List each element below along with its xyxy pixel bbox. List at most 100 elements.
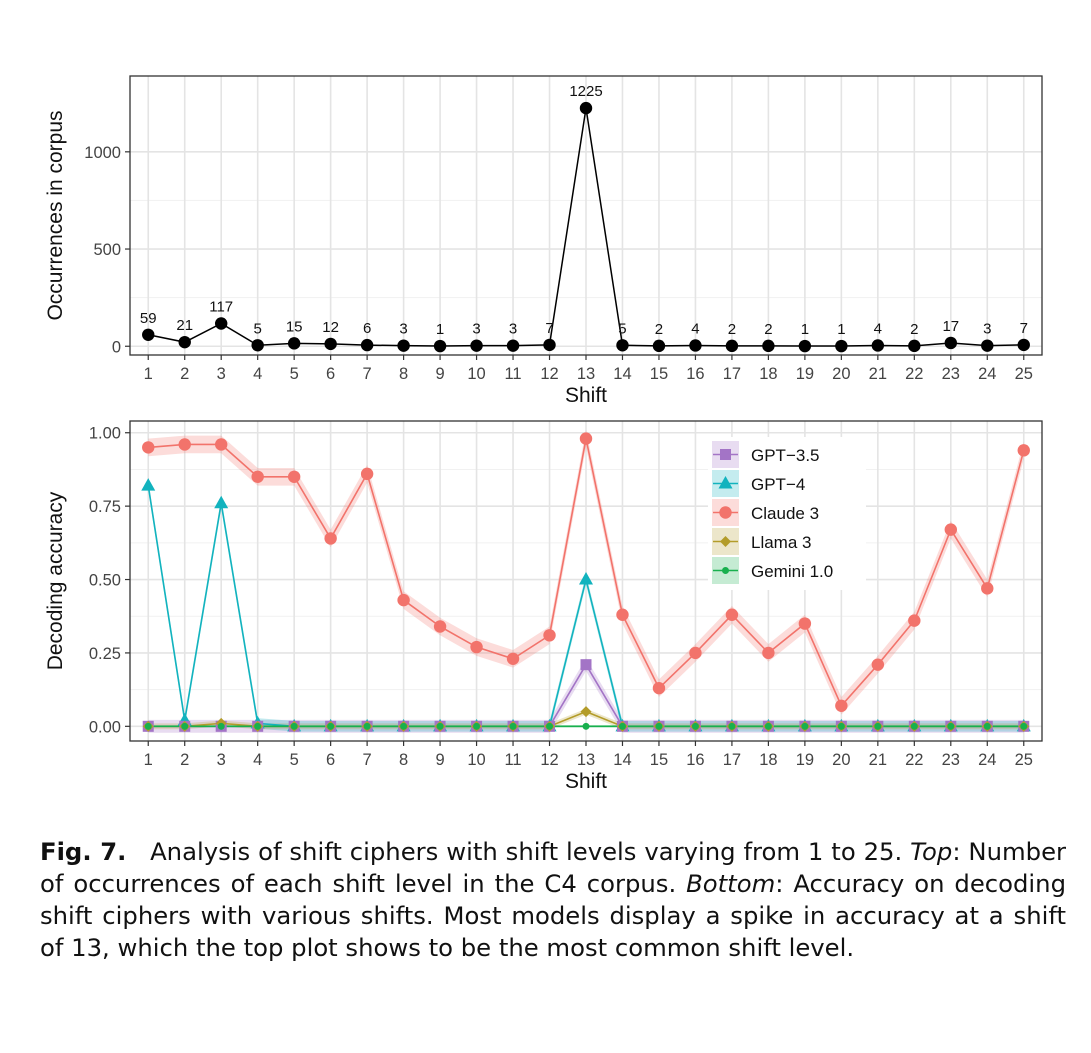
- top-x-tick-label: 24: [978, 365, 996, 383]
- bottom-x-tick-label: 3: [217, 751, 226, 769]
- occurrences-data-label: 5: [618, 320, 626, 337]
- top-x-tick-label: 20: [832, 365, 850, 383]
- legend-label: GPT−4: [751, 475, 805, 494]
- series-point: [944, 523, 957, 536]
- top-x-tick-label: 19: [796, 365, 814, 383]
- series-point: [910, 722, 918, 730]
- series-point: [874, 722, 882, 730]
- occurrences-point: [470, 339, 483, 352]
- occurrences-point: [397, 339, 410, 352]
- occurrences-point: [835, 339, 848, 353]
- series-point: [579, 432, 593, 445]
- bottom-y-tick-label: 0.75: [89, 498, 121, 516]
- occurrences-point: [871, 339, 885, 352]
- series-point: [251, 470, 264, 483]
- occurrences-point: [762, 339, 775, 353]
- series-point: [908, 614, 921, 627]
- bottom-x-tick-label: 6: [326, 751, 335, 769]
- bottom-x-tick-label: 7: [363, 751, 372, 769]
- series-point: [764, 722, 772, 730]
- legend-label: Llama 3: [751, 533, 811, 552]
- series-point: [141, 478, 156, 491]
- occurrences-data-label: 17: [942, 318, 959, 335]
- series-point: [983, 722, 991, 730]
- series-point: [798, 617, 812, 630]
- series-point: [436, 722, 444, 730]
- caption-part1: Analysis of shift ciphers with shift lev…: [150, 837, 903, 866]
- top-x-tick-label: 3: [217, 365, 226, 383]
- occurrences-data-label: 1: [436, 321, 444, 338]
- series-point: [287, 470, 301, 483]
- legend-label: Gemini 1.0: [751, 562, 833, 581]
- occurrences-point: [251, 339, 264, 352]
- series-point: [691, 722, 699, 730]
- caption-bottom-label: Bottom: [686, 869, 776, 898]
- series-point: [728, 722, 736, 730]
- series-point: [473, 722, 481, 730]
- top-x-tick-label: 21: [869, 365, 887, 383]
- top-x-tick-label: 10: [467, 365, 485, 383]
- caption-part2: : Number of occurrences of each shift le…: [40, 837, 1067, 898]
- top-x-tick-label: 25: [1015, 365, 1033, 383]
- series-point: [580, 706, 592, 718]
- legend-key-marker: [720, 536, 731, 547]
- series-point: [579, 572, 593, 585]
- bottom-y-tick-label: 0.50: [89, 572, 121, 590]
- bottom-x-tick-label: 20: [832, 751, 850, 769]
- series-point: [582, 722, 590, 730]
- legend: GPT−3.5 GPT−4 Claude 3 Llama 3 Gemini 1.0: [708, 437, 866, 590]
- occurrences-point: [178, 335, 191, 349]
- occurrences-point: [798, 339, 812, 353]
- top-y-tick-label: 1000: [84, 144, 121, 162]
- occurrences-point: [579, 101, 593, 115]
- bottom-x-tick-label: 14: [613, 751, 631, 769]
- top-x-tick-label: 13: [577, 365, 595, 383]
- series-point: [835, 699, 848, 712]
- top-x-tick-label: 14: [613, 365, 631, 383]
- series-point: [360, 467, 374, 481]
- bottom-x-axis-title: Shift: [565, 770, 607, 793]
- occurrences-point: [360, 338, 374, 352]
- bottom-x-tick-label: 21: [869, 751, 887, 769]
- series-point: [254, 722, 262, 730]
- series-point: [689, 646, 702, 660]
- bottom-x-tick-label: 19: [796, 751, 814, 769]
- occurrences-data-label: 1225: [569, 83, 602, 100]
- legend-label: GPT−3.5: [751, 446, 820, 465]
- occurrences-data-label: 2: [910, 321, 918, 338]
- occurrences-point: [324, 337, 337, 351]
- occurrences-data-label: 59: [140, 310, 157, 327]
- series-point: [470, 640, 483, 654]
- top-y-tick-label: 0: [112, 338, 121, 356]
- occurrences-point: [215, 317, 228, 330]
- series-point: [217, 722, 225, 730]
- legend-background: [708, 437, 866, 590]
- top-x-tick-label: 11: [504, 365, 521, 383]
- top-x-axis-title: Shift: [565, 384, 607, 407]
- occurrences-point: [908, 339, 921, 353]
- bottom-x-tick-label: 10: [467, 751, 485, 769]
- occurrences-data-label: 7: [545, 320, 553, 337]
- bottom-x-tick-label: 23: [942, 751, 960, 769]
- top-x-tick-label: 4: [253, 365, 262, 383]
- series-point: [433, 620, 447, 633]
- occurrences-point: [433, 339, 447, 353]
- occurrences-data-label: 4: [874, 320, 882, 337]
- top-x-tick-label: 23: [942, 365, 960, 383]
- series-point: [652, 681, 666, 695]
- occurrences-data-label: 6: [363, 320, 371, 337]
- occurrences-point: [652, 339, 666, 353]
- occurrences-point: [543, 338, 556, 352]
- occurrences-data-label: 1: [801, 321, 809, 338]
- legend-key-marker: [719, 506, 732, 519]
- bottom-x-tick-label: 16: [686, 751, 704, 769]
- series-point: [506, 652, 520, 665]
- series-point: [981, 582, 994, 595]
- top-x-tick-label: 17: [723, 365, 741, 383]
- series-point: [142, 441, 155, 454]
- accuracy-chart: 0.000.250.500.751.001 2 3 4 5 6 7 8 9 10 11 12 13 14 1…: [44, 420, 1043, 793]
- series-point: [655, 722, 663, 730]
- legend-key-marker: [720, 449, 731, 460]
